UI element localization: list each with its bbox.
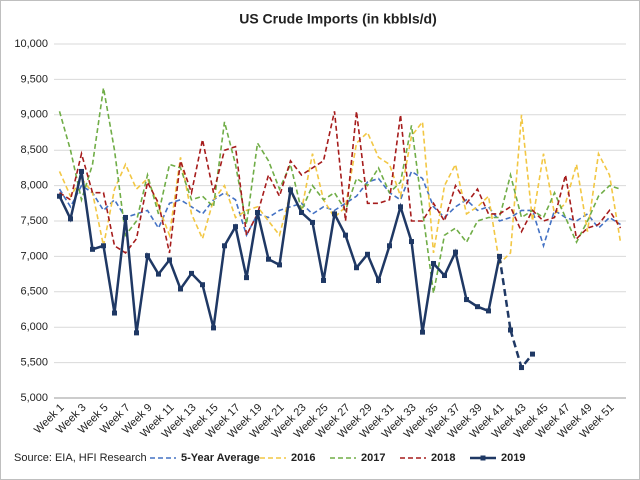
point-marker — [310, 219, 315, 225]
y-tick-label: 8,000 — [20, 180, 48, 192]
dash-connector — [498, 256, 512, 331]
source-note: Source: EIA, HFI Research — [14, 452, 147, 464]
legend-label: 2016 — [291, 452, 315, 464]
point-marker — [486, 308, 491, 314]
series-line — [58, 170, 621, 249]
point-marker — [68, 216, 73, 222]
point-marker — [288, 187, 293, 193]
y-tick-label: 9,000 — [20, 109, 48, 121]
point-marker — [420, 329, 425, 335]
point-marker — [233, 224, 238, 230]
point-marker — [343, 232, 348, 238]
legend-label: 2017 — [361, 452, 385, 464]
point-marker — [134, 330, 139, 336]
y-tick-label: 7,000 — [20, 250, 48, 262]
point-marker — [387, 243, 392, 249]
y-tick-label: 9,500 — [20, 73, 48, 85]
point-marker — [453, 249, 458, 255]
y-tick-label: 5,500 — [20, 357, 48, 369]
y-tick-label: 6,500 — [20, 286, 48, 298]
point-marker — [200, 282, 205, 288]
legend-label: 2018 — [431, 452, 455, 464]
point-marker — [189, 270, 194, 276]
point-marker — [332, 211, 337, 217]
point-marker — [277, 262, 282, 268]
point-marker — [112, 310, 117, 316]
point-marker — [57, 193, 62, 199]
point-marker — [211, 325, 216, 331]
y-tick-label: 5,000 — [20, 392, 48, 404]
y-tick-label: 7,500 — [20, 215, 48, 227]
point-marker — [266, 256, 271, 262]
point-marker — [145, 253, 150, 259]
point-marker — [101, 243, 106, 249]
series-line — [58, 87, 621, 294]
series-line — [59, 111, 622, 254]
point-marker — [475, 304, 480, 310]
point-marker — [398, 204, 403, 210]
y-tick-label: 6,000 — [20, 321, 48, 333]
point-marker — [354, 265, 359, 271]
point-marker — [431, 260, 436, 266]
chart-title: US Crude Imports (in kbbls/d) — [239, 11, 437, 27]
point-marker — [222, 243, 227, 249]
point-marker — [321, 277, 326, 283]
point-marker — [365, 251, 370, 257]
point-marker — [409, 239, 414, 245]
point-marker — [442, 273, 447, 279]
point-marker — [376, 277, 381, 283]
legend-label: 2019 — [501, 452, 525, 464]
legend-marker — [480, 455, 486, 461]
point-marker — [167, 257, 172, 263]
point-marker — [299, 210, 304, 216]
point-marker — [90, 246, 95, 252]
point-marker — [519, 365, 524, 371]
point-marker — [255, 210, 260, 216]
y-tick-label: 8,500 — [20, 144, 48, 156]
point-marker — [497, 253, 502, 259]
point-marker — [508, 327, 513, 333]
point-marker — [244, 275, 249, 281]
point-marker — [530, 351, 535, 357]
point-marker — [79, 168, 84, 174]
y-tick-label: 10,000 — [14, 38, 48, 50]
point-marker — [123, 214, 128, 220]
point-marker — [156, 271, 161, 277]
point-marker — [464, 297, 469, 303]
series-line — [58, 114, 622, 266]
point-marker — [178, 286, 183, 292]
legend-label: 5-Year Average — [181, 452, 260, 464]
